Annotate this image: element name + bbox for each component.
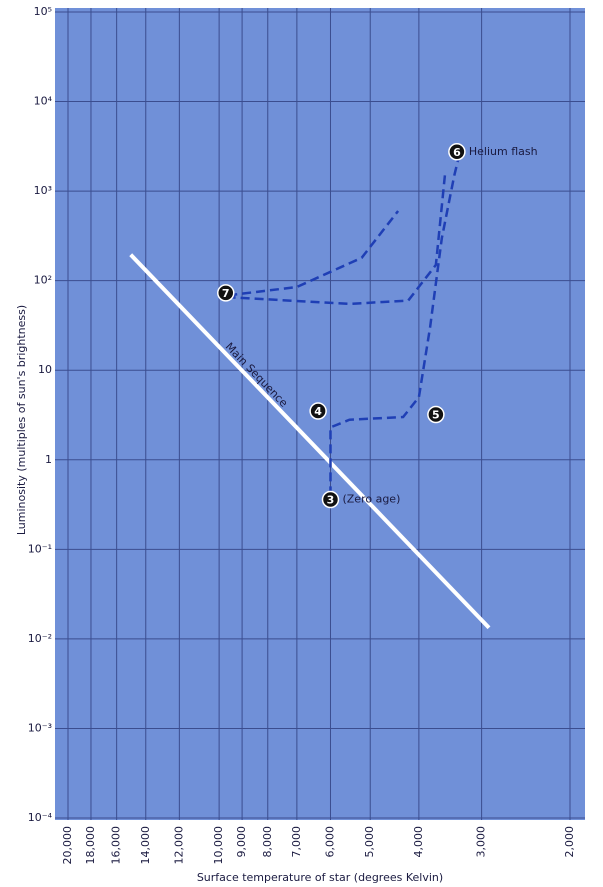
x-tick-label: 4,000 bbox=[412, 826, 425, 858]
y-tick-label: 10³ bbox=[34, 184, 52, 197]
y-tick-label: 10⁻³ bbox=[28, 721, 52, 734]
y-tick-label: 10² bbox=[34, 274, 52, 287]
y-tick-label: 10⁻¹ bbox=[28, 542, 52, 555]
x-tick-label: 2,000 bbox=[563, 826, 576, 858]
stage-number: 4 bbox=[314, 405, 322, 418]
x-tick-label: 9,000 bbox=[235, 826, 248, 858]
stage-number: 6 bbox=[453, 146, 461, 159]
stage-note: (Zero age) bbox=[342, 493, 400, 506]
x-tick-label: 6,000 bbox=[323, 826, 336, 858]
y-tick-label: 10⁵ bbox=[34, 5, 52, 18]
stage-marker bbox=[427, 405, 445, 424]
x-tick-label: 10,000 bbox=[212, 826, 225, 865]
x-tick-label: 12,000 bbox=[172, 826, 185, 865]
stage-note: Helium flash bbox=[469, 145, 538, 158]
stage-marker bbox=[309, 402, 327, 420]
x-tick-label: 3,000 bbox=[475, 826, 488, 858]
y-tick-label: 10⁻² bbox=[28, 632, 52, 645]
x-tick-label: 14,000 bbox=[139, 826, 152, 865]
y-tick-label: 10⁻⁴ bbox=[28, 811, 53, 824]
stage-marker bbox=[321, 490, 340, 509]
x-tick-label: 7,000 bbox=[290, 826, 303, 858]
stage-number: 7 bbox=[222, 287, 230, 300]
x-tick-label: 8,000 bbox=[261, 826, 274, 858]
stage-marker bbox=[448, 143, 466, 161]
x-tick-label: 18,000 bbox=[84, 826, 97, 865]
y-tick-label: 10 bbox=[38, 363, 52, 376]
main-sequence-line bbox=[129, 253, 491, 630]
y-tick-label: 10⁴ bbox=[34, 95, 53, 108]
y-axis-title: Luminosity (multiples of sun's brightnes… bbox=[15, 305, 28, 535]
x-tick-label: 5,000 bbox=[363, 826, 376, 858]
y-tick-label: 1 bbox=[45, 453, 52, 466]
stage-number: 5 bbox=[432, 409, 440, 422]
stage-marker bbox=[217, 284, 235, 302]
x-tick-label: 16,000 bbox=[110, 826, 123, 865]
x-tick-label: 20,000 bbox=[61, 826, 74, 865]
evolution-track bbox=[329, 148, 463, 496]
x-axis-title: Surface temperature of star (degrees Kel… bbox=[197, 871, 443, 884]
stage-number: 3 bbox=[327, 494, 335, 507]
